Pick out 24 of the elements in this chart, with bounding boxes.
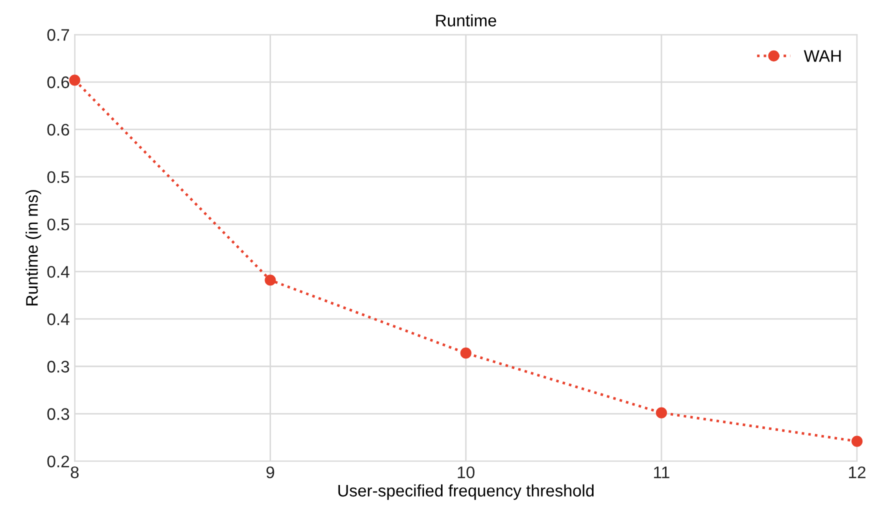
point xyxy=(851,436,863,447)
x-tick-label: 11 xyxy=(654,466,670,478)
y-tick-label: 0.3 xyxy=(47,360,70,373)
y-tick-label: 0.5 xyxy=(47,171,70,184)
point xyxy=(264,274,276,286)
chart-title: Runtime xyxy=(436,14,496,26)
y-tick-label: 0.4 xyxy=(47,266,70,278)
y-tick-label: 0.6 xyxy=(47,124,70,136)
y-axis-title: Runtime (in ms) xyxy=(26,190,42,306)
y-tick-label: 0.3 xyxy=(47,408,70,420)
y-tick-label: 0.5 xyxy=(47,218,70,230)
y-tick-label: 0.6 xyxy=(47,76,70,88)
legend-label: WAH xyxy=(804,50,841,62)
y-tick-label: 0.2 xyxy=(47,456,70,468)
point xyxy=(69,74,80,86)
x-tick-label: 8 xyxy=(70,466,79,478)
y-tick-label: 0.7 xyxy=(47,29,70,41)
x-tick-label: 9 xyxy=(266,466,274,478)
x-axis-title: User-specified frequency threshold xyxy=(338,484,594,500)
x-tick-label: 10 xyxy=(458,466,474,478)
point xyxy=(656,407,668,418)
y-tick-label: 0.4 xyxy=(47,313,70,326)
point xyxy=(460,348,472,359)
x-tick-label: 12 xyxy=(849,466,866,478)
